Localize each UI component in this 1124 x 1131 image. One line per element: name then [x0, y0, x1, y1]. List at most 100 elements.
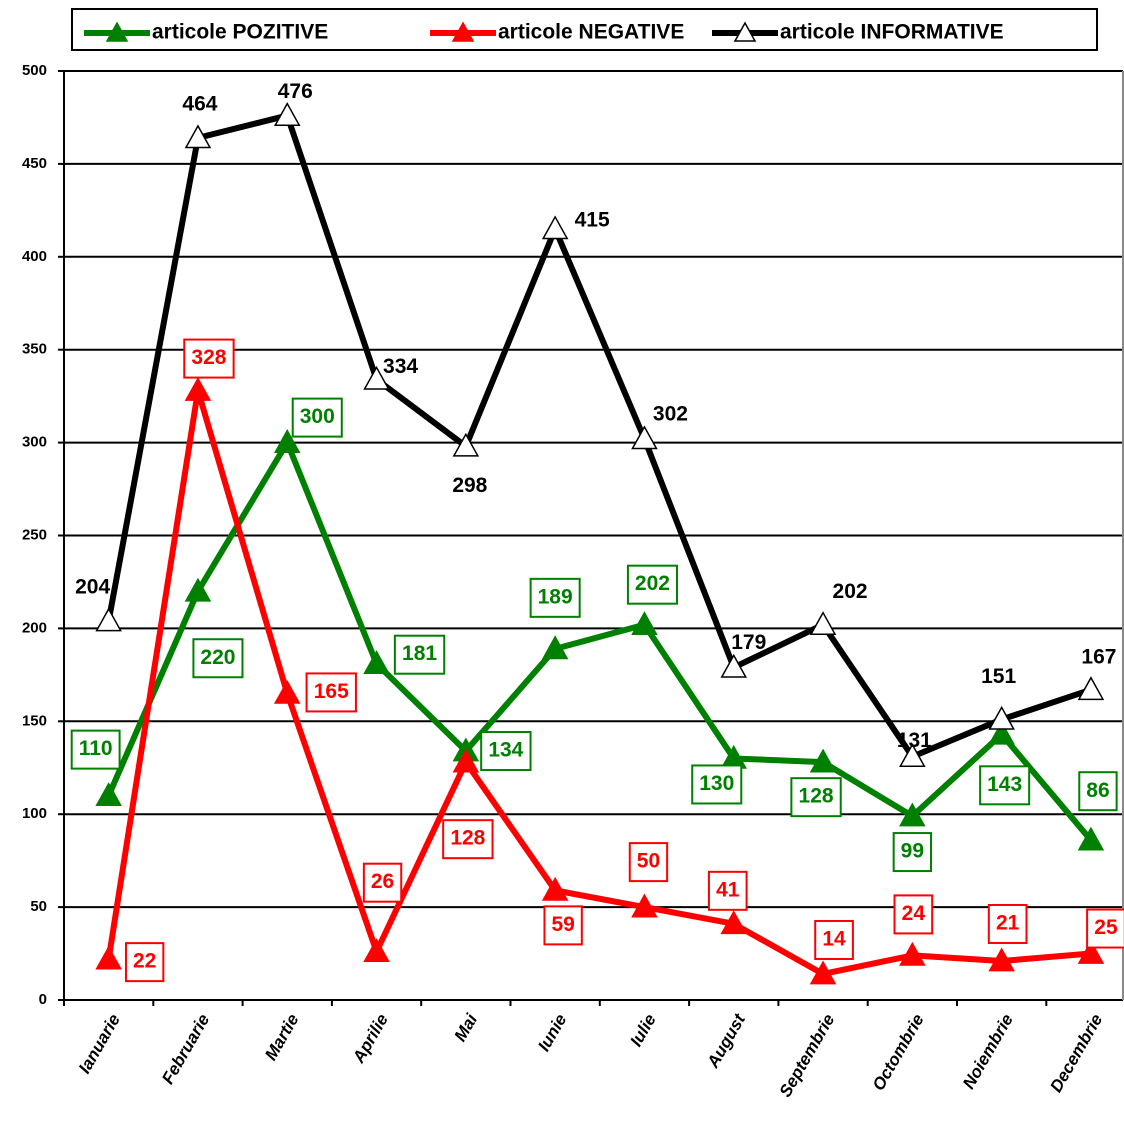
- marker: [631, 611, 658, 636]
- marker: [1077, 940, 1105, 964]
- data-label: 14: [822, 928, 846, 951]
- marker: [541, 876, 569, 901]
- data-label: 415: [575, 208, 610, 231]
- data-label: 165: [314, 680, 349, 703]
- data-label: 189: [538, 585, 573, 608]
- data-label: 41: [716, 878, 740, 901]
- marker: [95, 782, 122, 806]
- data-label: 21: [996, 912, 1020, 935]
- marker: [988, 720, 1015, 745]
- data-label-box: [183, 338, 235, 379]
- marker: [809, 748, 837, 773]
- data-label-box: [987, 903, 1028, 944]
- marker: [541, 635, 569, 660]
- data-label: 181: [402, 642, 437, 665]
- data-label: 131: [897, 729, 932, 752]
- data-label: 24: [902, 902, 926, 925]
- marker: [184, 377, 212, 401]
- data-label-box: [979, 765, 1031, 806]
- data-label-box: [543, 905, 583, 946]
- x-tick-label: Decembrie: [1046, 1011, 1106, 1096]
- data-label: 99: [901, 840, 924, 863]
- x-tick-label: Iulie: [626, 1011, 659, 1050]
- marker: [95, 945, 122, 970]
- data-label: 202: [635, 572, 670, 595]
- data-label: 204: [75, 576, 110, 599]
- y-tick-label: 200: [22, 619, 47, 636]
- x-tick-label: Februarie: [158, 1011, 213, 1088]
- data-label: 300: [300, 405, 335, 428]
- x-tick-label: August: [703, 1010, 750, 1072]
- data-label-box: [480, 731, 532, 772]
- marker: [273, 429, 301, 453]
- y-tick-label: 100: [22, 805, 47, 822]
- legend-box: [71, 8, 1098, 51]
- data-label-box: [291, 397, 343, 438]
- data-label-box: [70, 729, 121, 770]
- legend-label: articole POZITIVE: [152, 21, 328, 44]
- data-label: 476: [278, 80, 313, 103]
- data-label-box: [814, 919, 854, 960]
- data-label-box: [790, 777, 842, 818]
- data-label-box: [1078, 771, 1118, 812]
- data-label: 328: [191, 346, 226, 369]
- data-label: 298: [452, 474, 487, 497]
- data-label-box: [529, 577, 581, 618]
- marker: [273, 679, 301, 704]
- data-label: 50: [637, 850, 660, 873]
- y-tick-label: 300: [22, 434, 47, 451]
- data-label-box: [626, 564, 678, 605]
- marker: [363, 365, 390, 390]
- x-tick-label: Noiembrie: [959, 1011, 1017, 1093]
- x-tick-label: Iunie: [534, 1011, 570, 1055]
- data-label-box: [442, 819, 494, 860]
- data-label: 464: [182, 92, 217, 115]
- data-label: 59: [551, 913, 574, 936]
- data-label: 128: [799, 785, 834, 808]
- marker: [720, 910, 748, 935]
- marker: [720, 653, 748, 678]
- marker: [452, 748, 480, 773]
- data-label-box: [393, 634, 446, 675]
- marker: [809, 960, 837, 985]
- data-label: 202: [833, 580, 868, 603]
- marker: [988, 705, 1015, 730]
- marker: [184, 124, 212, 149]
- data-label: 179: [731, 631, 766, 654]
- data-label: 86: [1086, 779, 1109, 802]
- x-tick-label: Ianuarie: [75, 1011, 124, 1077]
- marker: [899, 743, 926, 767]
- y-tick-label: 400: [22, 248, 47, 265]
- series-line: [105, 112, 1092, 760]
- marker: [273, 102, 301, 126]
- y-tick-label: 0: [39, 991, 47, 1008]
- series-line: [105, 387, 1092, 977]
- marker: [1077, 676, 1105, 701]
- x-tick-label: Octombrie: [869, 1011, 928, 1094]
- data-label: 25: [1094, 916, 1118, 939]
- legend-label: articole INFORMATIVE: [780, 21, 1004, 44]
- x-tick-label: Septembrie: [776, 1011, 839, 1101]
- marker: [809, 611, 837, 636]
- y-tick-label: 50: [30, 898, 47, 915]
- data-label-box: [893, 894, 934, 935]
- marker: [95, 607, 122, 632]
- legend-marker: [733, 21, 757, 42]
- y-tick-label: 500: [22, 62, 47, 79]
- legend-marker: [105, 21, 129, 42]
- data-label: 167: [1081, 645, 1116, 668]
- data-label-box: [192, 638, 244, 679]
- data-label: 151: [981, 665, 1016, 688]
- data-label: 22: [133, 950, 156, 973]
- marker: [899, 802, 926, 827]
- data-label-box: [892, 832, 933, 873]
- marker: [1077, 826, 1105, 851]
- marker: [541, 215, 569, 240]
- data-label-box: [628, 842, 669, 883]
- data-label-box: [305, 672, 357, 713]
- data-label: 143: [987, 773, 1022, 796]
- data-label: 128: [450, 827, 485, 850]
- series-line: [105, 439, 1094, 843]
- x-tick-label: Mai: [451, 1010, 482, 1045]
